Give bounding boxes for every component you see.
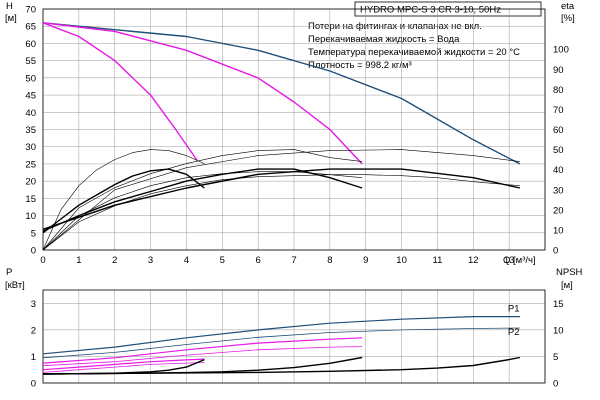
series-labels-layer: P1 P2 <box>508 304 520 338</box>
note-line-4: Плотность = 998.2 кг/м³ <box>308 60 412 71</box>
bottom-y2tick-2: 10 <box>553 325 564 336</box>
series-label-p1: P1 <box>508 304 520 315</box>
chart-title: HYDRO MPC-S 3 CR 3-10, 50Hz <box>360 5 501 16</box>
x-tick-5: 5 <box>220 255 225 266</box>
note-line-2: Перекачиваемая жидкость = Вода <box>308 34 460 45</box>
note-line-3: Температура перекачиваемой жидкости = 20… <box>308 47 520 58</box>
top-ytick-13: 65 <box>25 22 36 33</box>
top-y2label-eta: eta <box>561 1 575 12</box>
top-ytick-10: 50 <box>25 73 36 84</box>
top-plot-frame <box>42 8 546 251</box>
top-ytick-6: 30 <box>25 142 36 153</box>
top-xlabel: Q [м³/ч] <box>503 255 536 266</box>
bottom-y2tick-1: 5 <box>553 352 558 363</box>
bottom-y2tick-0: 0 <box>553 379 558 390</box>
top-ytick-7: 35 <box>25 125 36 136</box>
top-y2tick-6: 60 <box>553 125 564 136</box>
top-y2tick-8: 80 <box>553 85 564 96</box>
eta-top-series-7 <box>42 149 363 251</box>
top-ytick-1: 5 <box>31 228 36 239</box>
top-ytick-4: 20 <box>25 177 36 188</box>
series-layer <box>42 22 521 375</box>
x-tick-1: 1 <box>76 255 81 266</box>
top-ylabel-unit: [м] <box>5 13 17 24</box>
x-tick-0: 0 <box>40 255 45 266</box>
eta-top-series-8 <box>42 149 205 251</box>
note-line-1: Потери на фитингах и клапанах не вкл. <box>308 21 482 32</box>
bottom-plot-frame <box>42 289 546 384</box>
top-y2tick-10: 100 <box>553 45 569 56</box>
top-y2tick-1: 10 <box>553 225 564 236</box>
top-y2tick-7: 70 <box>553 105 564 116</box>
top-ytick-9: 45 <box>25 91 36 102</box>
head-top-series-2 <box>42 22 198 161</box>
curve-bottom-series-5 <box>42 362 205 373</box>
p1-bottom-series-0 <box>42 316 520 355</box>
curve-bottom-series-2 <box>42 337 363 364</box>
top-ytick-8: 40 <box>25 108 36 119</box>
head-top-series-0 <box>42 22 521 165</box>
top-y2tick-3: 30 <box>553 185 564 196</box>
x-tick-7: 7 <box>291 255 296 266</box>
npsh-top-series-5 <box>42 168 205 234</box>
top-ytick-5: 25 <box>25 159 36 170</box>
top-ytick-12: 60 <box>25 39 36 50</box>
bottom-y2label-unit: [м] <box>561 280 573 291</box>
series-label-p2: P2 <box>508 327 520 338</box>
bottom-y2tick-3: 15 <box>553 299 564 310</box>
bottom-ylabel-p: P <box>6 267 12 278</box>
top-ylabel-h: H <box>6 1 13 12</box>
curve-bottom-series-8 <box>42 358 205 375</box>
top-y2tick-0: 0 <box>553 246 558 257</box>
top-y2label-unit: [%] <box>561 13 575 24</box>
x-tick-11: 11 <box>432 255 442 266</box>
bottom-ytick-2: 2 <box>31 325 36 336</box>
x-tick-13: 13 <box>504 255 515 266</box>
top-ytick-2: 10 <box>25 211 36 222</box>
top-y2tick-2: 20 <box>553 205 564 216</box>
eta-top-series-10 <box>42 171 363 251</box>
p2-bottom-series-1 <box>42 327 520 359</box>
x-tick-8: 8 <box>327 255 332 266</box>
bottom-ytick-3: 3 <box>31 299 36 310</box>
x-tick-12: 12 <box>468 255 479 266</box>
eta-top-series-6 <box>42 149 520 251</box>
top-y2tick-9: 90 <box>553 65 564 76</box>
curve-bottom-series-3 <box>42 346 363 367</box>
x-tick-9: 9 <box>363 255 368 266</box>
top-ytick-0: 0 <box>31 246 36 257</box>
npsh-top-series-4 <box>42 168 363 232</box>
top-ytick-14: 70 <box>25 5 36 16</box>
curve-bottom-series-4 <box>42 358 205 371</box>
bottom-ytick-0: 0 <box>31 379 36 390</box>
x-tick-4: 4 <box>184 255 189 266</box>
bottom-ytick-1: 1 <box>31 352 36 363</box>
tick-labels-layer: 0510152025303540455055606570010203040506… <box>25 5 568 390</box>
bottom-y2label-npsh: NPSH <box>556 267 583 278</box>
head-top-series-1 <box>42 22 363 165</box>
top-y2tick-4: 40 <box>553 165 564 176</box>
x-tick-10: 10 <box>396 255 407 266</box>
bottom-ylabel-unit: [кВт] <box>5 280 25 291</box>
x-tick-2: 2 <box>112 255 117 266</box>
top-y2tick-5: 50 <box>553 145 564 156</box>
eta-top-series-9 <box>42 174 520 251</box>
top-ytick-3: 15 <box>25 194 36 205</box>
x-tick-3: 3 <box>148 255 153 266</box>
x-tick-6: 6 <box>255 255 260 266</box>
top-ytick-11: 55 <box>25 56 36 67</box>
